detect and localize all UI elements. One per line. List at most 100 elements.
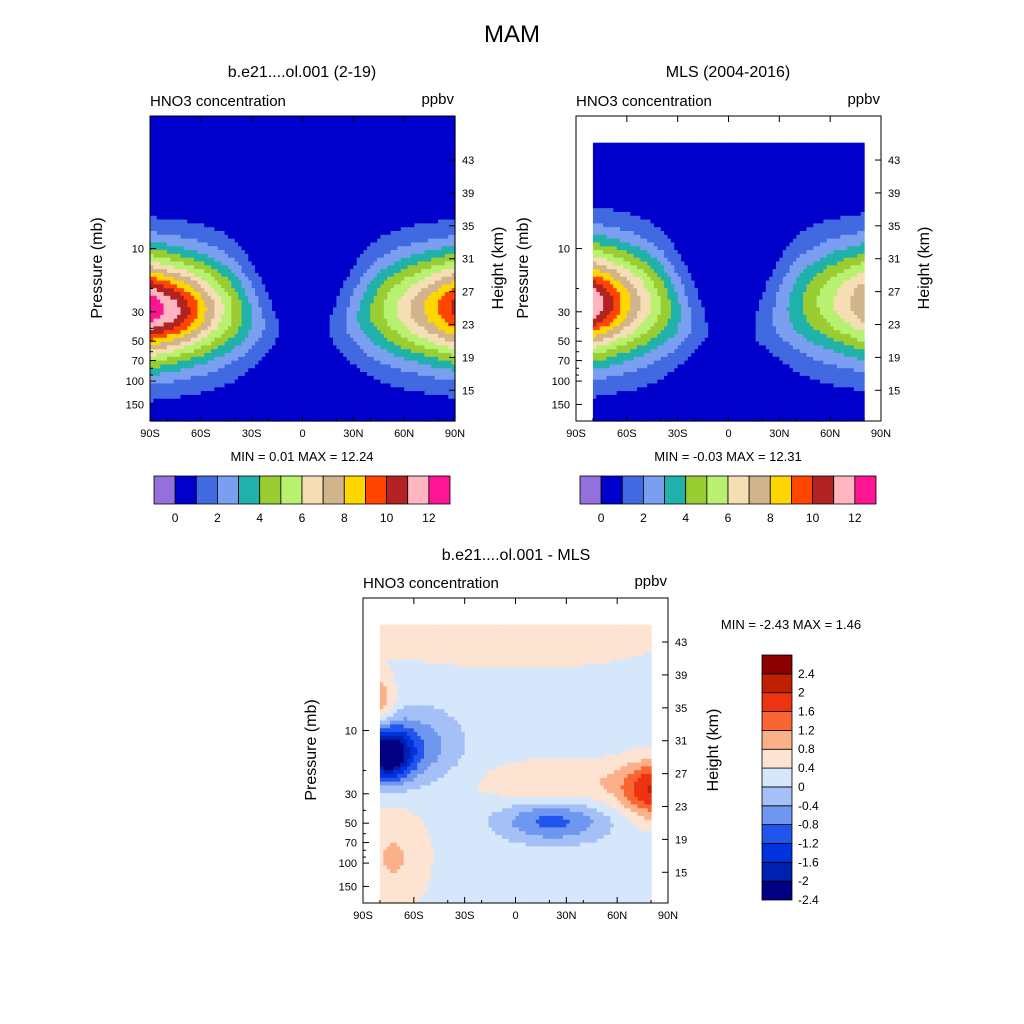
field-cell [349, 295, 354, 300]
field-cell [370, 340, 375, 346]
field-cell [387, 390, 392, 395]
field-cell [295, 360, 300, 365]
field-cell [211, 329, 215, 334]
field-cell [231, 348, 236, 353]
field-cell [349, 356, 354, 361]
field-cell [366, 264, 371, 270]
field-cell [305, 382, 310, 388]
field-cell [387, 340, 392, 346]
field-cell [316, 291, 321, 296]
field-cell [156, 386, 161, 392]
field-cell [336, 344, 341, 350]
field-cell [339, 283, 344, 289]
field-cell [305, 344, 310, 350]
field-cell [404, 382, 409, 388]
field-cell [173, 394, 178, 399]
field-cell [295, 352, 300, 357]
field-cell [390, 283, 395, 289]
field-cell [190, 302, 195, 308]
field-cell [397, 279, 402, 285]
field-cell [346, 272, 351, 277]
field-cell [207, 371, 212, 376]
field-cell [343, 321, 348, 327]
field-cell [336, 268, 341, 273]
field-cell [295, 379, 300, 384]
field-cell [326, 352, 331, 357]
field-cell [438, 398, 443, 403]
field-cell [333, 302, 337, 308]
field-cell [356, 352, 361, 357]
field-cell [234, 264, 239, 270]
field-cell [231, 310, 236, 315]
field-cell [234, 287, 239, 292]
field-cell [265, 413, 270, 418]
field-cell [180, 283, 185, 289]
field-cell [200, 333, 205, 338]
field-cell [238, 409, 243, 414]
field-cell [187, 314, 192, 319]
field-cell [160, 367, 165, 373]
field-cell [414, 413, 419, 418]
field-cell [251, 379, 256, 384]
field-cell [336, 352, 341, 357]
field-cell [272, 405, 276, 411]
field-cell [275, 363, 280, 369]
field-cell [451, 310, 456, 315]
field-cell [373, 272, 378, 277]
field-cell [360, 310, 365, 315]
field-cell [211, 367, 215, 373]
field-cell [244, 390, 249, 395]
field-cell [163, 276, 168, 281]
field-cell [333, 405, 337, 411]
field-cell [319, 401, 324, 407]
field-cell [333, 413, 337, 418]
field-cell [234, 390, 239, 395]
field-cell [360, 333, 365, 338]
field-cell [438, 325, 443, 331]
field-cell [248, 401, 253, 407]
field-cell [326, 405, 331, 411]
field-cell [292, 348, 297, 353]
field-cell [431, 348, 436, 353]
field-cell [207, 272, 212, 277]
field-cell [322, 340, 327, 346]
field-cell [387, 348, 392, 353]
field-cell [187, 398, 192, 403]
field-cell [444, 291, 449, 296]
field-cell [227, 348, 232, 353]
field-cell [163, 356, 168, 361]
field-cell [387, 318, 392, 323]
field-cell [441, 382, 446, 388]
field-cell [204, 417, 209, 422]
field-cell [170, 302, 175, 308]
field-cell [180, 333, 185, 338]
field-cell [227, 417, 232, 422]
field-cell [370, 314, 375, 319]
field-cell [448, 375, 453, 380]
field-cell [363, 352, 368, 357]
field-cell [326, 279, 331, 285]
field-cell [251, 363, 256, 369]
field-cell [441, 264, 446, 270]
field-cell [390, 295, 395, 300]
field-cell [255, 264, 260, 270]
field-cell [356, 268, 361, 273]
field-cell [417, 360, 422, 365]
field-cell [407, 379, 412, 384]
field-cell [183, 340, 188, 346]
field-cell [190, 394, 195, 399]
field-cell [211, 390, 215, 395]
field-cell [305, 268, 310, 273]
field-cell [251, 386, 256, 392]
field-cell [305, 413, 310, 418]
field-cell [319, 340, 324, 346]
field-cell [343, 386, 348, 392]
field-cell [170, 283, 175, 289]
field-cell [309, 390, 314, 395]
field-cell [414, 291, 419, 296]
field-cell [319, 348, 324, 353]
field-cell [153, 405, 158, 411]
field-cell [316, 272, 321, 277]
field-cell [312, 268, 317, 273]
field-cell [326, 329, 331, 334]
